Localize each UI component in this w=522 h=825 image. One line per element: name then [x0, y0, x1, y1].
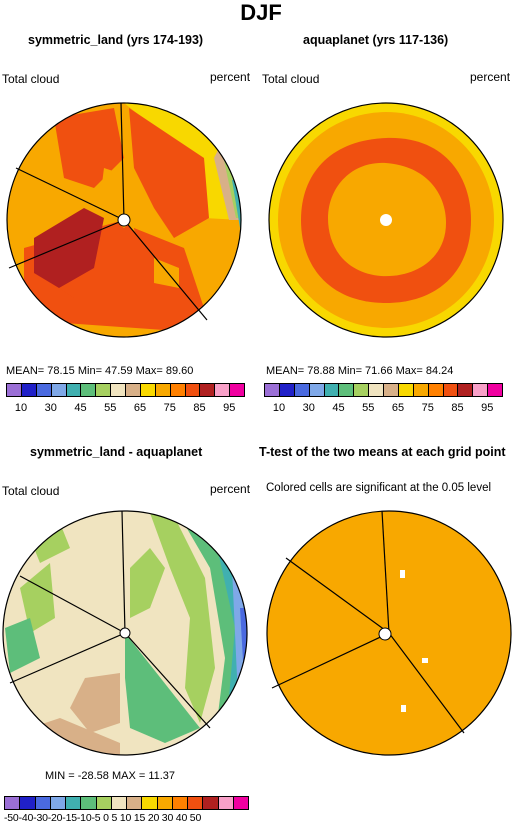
colorbar-swatch [383, 383, 399, 397]
colorbar-swatch [141, 796, 158, 810]
colorbar-swatch [412, 383, 429, 397]
colorbar-swatch [6, 383, 22, 397]
panel1-polar-map [6, 102, 242, 338]
panel4-subtitle: Colored cells are significant at the 0.0… [266, 482, 492, 494]
colorbar-swatch [156, 796, 173, 810]
colorbar-tick-label: 10 [272, 402, 286, 414]
colorbar-swatch [232, 796, 249, 810]
panel3-title: symmetric_land - aquaplanet [30, 445, 203, 459]
colorbar-swatch [50, 383, 67, 397]
page-title: DJF [240, 0, 282, 25]
colorbar-swatch [95, 796, 112, 810]
panel4-polar-map [266, 510, 512, 756]
colorbar-swatch [49, 796, 66, 810]
colorbar-swatch [397, 383, 414, 397]
colorbar-swatch [202, 796, 219, 810]
colorbar-tick-label: 55 [104, 402, 117, 414]
colorbar-swatch [472, 383, 489, 397]
colorbar-tick-label: 95 [223, 402, 236, 414]
colorbar-tick-label: 55 [362, 402, 375, 414]
panel3-colorbar [4, 796, 249, 810]
panel2-left-label: Total cloud [262, 72, 320, 86]
colorbar-swatch [442, 383, 459, 397]
panel4-pole-marker [378, 627, 392, 641]
colorbar-tick-label: 85 [451, 402, 464, 414]
colorbar-tick-label: 65 [391, 402, 405, 414]
colorbar-swatch [80, 383, 97, 397]
panel1-continent-boundary [120, 102, 125, 221]
colorbar-tick-label: 10 [14, 402, 28, 414]
panel1-stats: MEAN= 78.15 Min= 47.59 Max= 89.60 [6, 365, 194, 377]
colorbar-swatch [4, 796, 21, 810]
colorbar-swatch [368, 383, 384, 397]
colorbar-swatch [217, 796, 234, 810]
colorbar-swatch [264, 383, 280, 397]
panel2-stats: MEAN= 78.88 Min= 71.66 Max= 84.24 [266, 365, 454, 377]
colorbar-swatch [65, 383, 82, 397]
colorbar-swatch [110, 383, 126, 397]
colorbar-swatch [19, 796, 36, 810]
colorbar-swatch [199, 383, 216, 397]
colorbar-tick-label: 65 [133, 402, 147, 414]
panel3-colorbar-ticks: -50-40-30-20-15-10-5 0 5 10 15 20 30 40 … [4, 812, 202, 824]
panel1-title: symmetric_land (yrs 174-193) [28, 33, 204, 47]
colorbar-swatch [457, 383, 474, 397]
panel2-title: aquaplanet (yrs 117-136) [303, 33, 449, 47]
colorbar-tick-label: 95 [481, 402, 494, 414]
colorbar-swatch [187, 796, 204, 810]
panel2-colorbar [264, 383, 503, 397]
colorbar-swatch [427, 383, 444, 397]
colorbar-swatch [338, 383, 355, 397]
colorbar-swatch [169, 383, 186, 397]
colorbar-swatch [80, 796, 97, 810]
colorbar-swatch [353, 383, 370, 397]
colorbar-tick-label: 45 [332, 402, 345, 414]
panel3-pole-marker [119, 627, 131, 639]
colorbar-swatch [125, 383, 141, 397]
panel2-right-label: percent [470, 70, 511, 84]
colorbar-swatch [110, 796, 127, 810]
colorbar-swatch [95, 383, 112, 397]
colorbar-swatch [20, 383, 37, 397]
colorbar-tick-label: 30 [44, 402, 57, 414]
colorbar-tick-label: 85 [193, 402, 206, 414]
colorbar-swatch [293, 383, 310, 397]
panel3-polar-map [2, 510, 248, 756]
colorbar-swatch [487, 383, 503, 397]
colorbar-tick-label: 75 [163, 402, 176, 414]
colorbar-swatch [65, 796, 82, 810]
panel3-left-label: Total cloud [2, 484, 60, 498]
colorbar-swatch [126, 796, 143, 810]
panel1-right-label: percent [210, 70, 251, 84]
colorbar-swatch [323, 383, 340, 397]
colorbar-tick-label: 45 [74, 402, 87, 414]
colorbar-tick-label: 75 [421, 402, 434, 414]
colorbar-swatch [184, 383, 201, 397]
panel2-polar-map [268, 102, 504, 338]
colorbar-swatch [139, 383, 156, 397]
colorbar-swatch [171, 796, 188, 810]
panel1-pole-marker [117, 213, 131, 227]
colorbar-swatch [278, 383, 295, 397]
colorbar-swatch [34, 796, 51, 810]
colorbar-swatch [214, 383, 231, 397]
colorbar-swatch [35, 383, 52, 397]
colorbar-tick-label: 30 [302, 402, 315, 414]
colorbar-swatch [308, 383, 325, 397]
colorbar-swatch [229, 383, 245, 397]
panel1-colorbar [6, 383, 245, 397]
panel1-left-label: Total cloud [2, 72, 60, 86]
panel3-stats: MIN = -28.58 MAX = 11.37 [45, 770, 176, 782]
panel3-right-label: percent [210, 482, 251, 496]
panel4-title: T-test of the two means at each grid poi… [259, 445, 506, 459]
colorbar-swatch [154, 383, 171, 397]
panel2-pole-marker [380, 214, 392, 226]
